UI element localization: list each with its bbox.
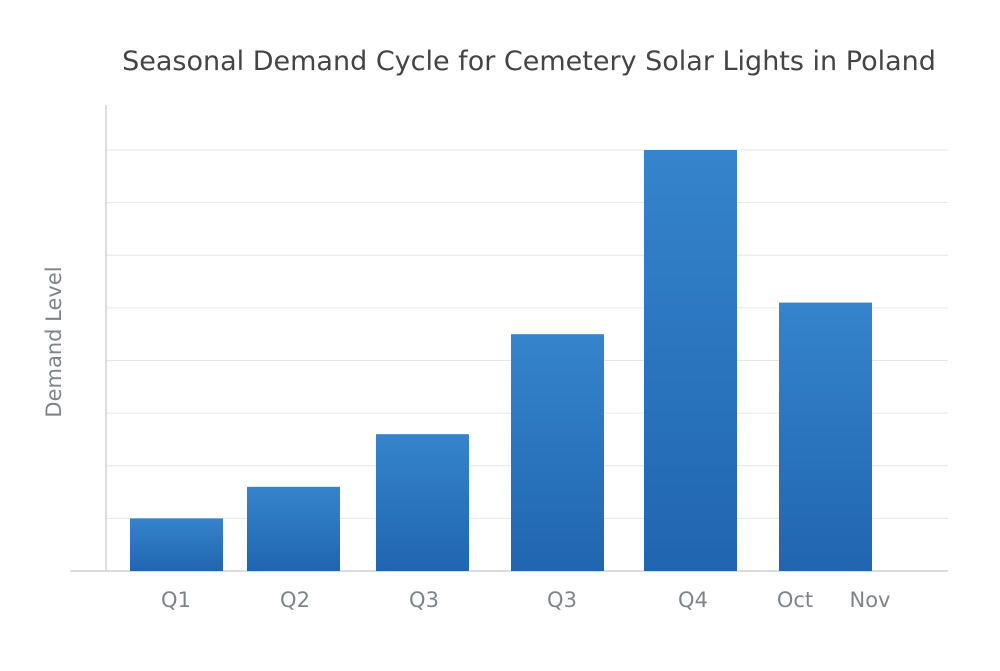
bar-6 (779, 302, 872, 571)
x-tick-label: Nov (850, 588, 891, 612)
x-tick-label: Q3 (409, 588, 439, 612)
bar-2 (247, 486, 340, 571)
x-tick-label: Oct (777, 588, 813, 612)
x-tick-label: Q1 (161, 588, 191, 612)
bar-4 (511, 334, 604, 571)
x-tick-labels: Q1 Q2 Q3 Q3 Q4 Oct Nov (161, 588, 890, 612)
chart-title: Seasonal Demand Cycle for Cemetery Solar… (122, 46, 936, 77)
x-tick-label: Q4 (678, 588, 708, 612)
y-axis-label: Demand Level (42, 266, 66, 417)
bar-5 (644, 150, 737, 571)
x-tick-label: Q3 (547, 588, 577, 612)
bars (130, 150, 872, 571)
bar-1 (130, 518, 223, 571)
x-tick-label: Q2 (280, 588, 310, 612)
bar-3 (376, 434, 469, 571)
